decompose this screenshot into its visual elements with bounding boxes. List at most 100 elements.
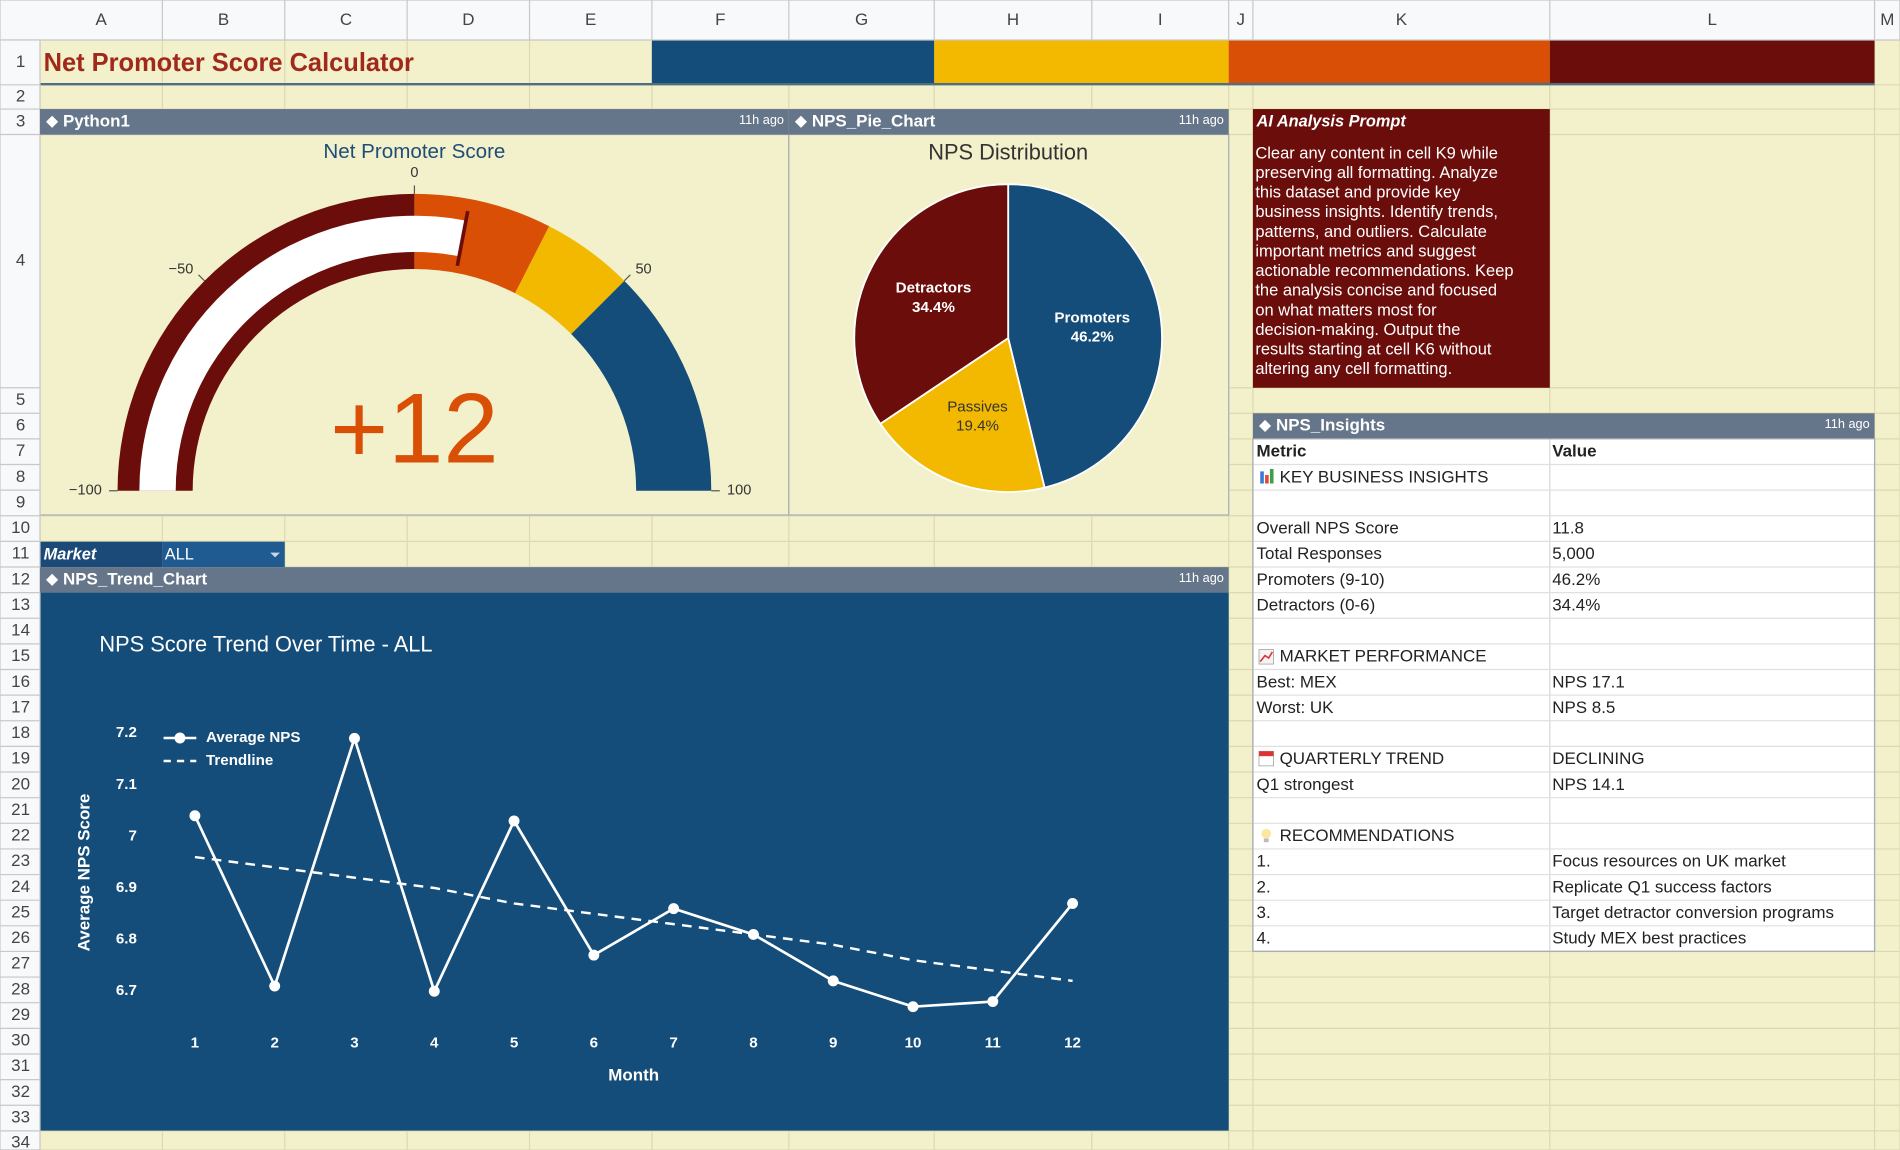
widget-header [39,109,789,135]
widget-updated: 11h ago [1179,570,1224,585]
column-header-bar [0,0,1900,41]
prompt-line: results starting at cell K6 without [1255,341,1492,359]
widget-header [39,567,1229,593]
table-cell: Worst: UK [1257,698,1335,717]
table-cell: Focus resources on UK market [1552,852,1786,871]
filter-label-cell [39,541,163,568]
row-header: 27 [11,954,30,973]
series-marker [747,928,759,940]
series-marker [907,1001,919,1013]
prompt-line: on what matters most for [1255,301,1437,319]
row-header: 15 [11,646,30,665]
table-outline [1252,438,1876,953]
table-cell: Detractors (0-6) [1257,595,1376,614]
widget-name: NPS_Pie_Chart [812,111,936,130]
pie-label: Detractors [896,280,972,297]
row-header: 21 [11,800,30,819]
table-cell: DECLINING [1552,749,1644,768]
gauge-title: Net Promoter Score [323,140,505,163]
pie-label: Passives [947,398,1008,415]
table-cell: Promoters (9-10) [1257,570,1385,589]
table-cell: Best: MEX [1257,672,1337,691]
table-header-row [1252,438,1875,465]
table-cell: KEY BUSINESS INSIGHTS [1280,467,1489,486]
pie-slice [853,183,1010,426]
row-header: 3 [16,111,25,130]
row-header: 7 [16,441,25,460]
widget-updated: 11h ago [1825,416,1870,431]
gauge-band [515,226,625,334]
table-cell: NPS 17.1 [1552,672,1625,691]
series-marker [1067,898,1079,909]
row-header: 11 [12,544,30,563]
widget-name: NPS_Insights [1276,415,1385,434]
table-cell: Replicate Q1 success factors [1552,877,1772,896]
table-cell: QUARTERLY TREND [1280,749,1445,768]
filter-value-cell[interactable] [162,541,285,568]
prompt-line: patterns, and outliers. Calculate [1255,223,1487,241]
gauge-band [571,280,712,491]
pie-value-label: 34.4% [912,299,955,316]
legend-label: Trendline [206,752,273,769]
x-tick-label: 11 [985,1034,1001,1051]
pie-label: Promoters [1054,309,1130,326]
gauge-needle [455,210,470,267]
title-color-block [651,39,935,85]
filter-value[interactable]: ALL [165,545,194,563]
trend-panel [39,592,1229,1131]
gauge-value-arc [139,215,466,491]
filter-label: Market [44,545,97,563]
y-tick-label: 6.9 [116,879,137,896]
gauge-tick-label: 0 [410,165,418,181]
row-header: 33 [11,1108,30,1127]
gauge-tick-label: −100 [69,483,102,499]
table-cell: 34.4% [1552,595,1600,614]
title-color-block [1228,39,1550,85]
title-color-block [1549,39,1875,85]
table-cell: 3. [1257,903,1271,922]
y-axis-label: Average NPS Score [74,794,93,952]
x-tick-label: 2 [270,1034,278,1051]
prompt-line: business insights. Identify trends, [1255,203,1498,221]
icon [1269,468,1274,484]
table-header-cell: Value [1552,442,1596,461]
row-header: 19 [11,749,30,768]
prompt-line: the analysis concise and focused [1255,282,1497,300]
icon [1265,475,1269,484]
prompt-box [1252,109,1550,388]
prompt-line: altering any cell formatting. [1255,360,1452,378]
gauge-tick-label: 100 [727,483,751,499]
series-marker [269,980,281,992]
table-cell: Q1 strongest [1257,775,1354,794]
gauge-tick [198,274,205,282]
prompt-line: important metrics and suggest [1255,242,1476,260]
series-marker [349,732,360,744]
pie-slice [1007,183,1163,489]
row-header: 17 [11,697,30,716]
icon [1258,751,1274,757]
series-marker [827,975,839,987]
icon [1259,651,1273,663]
series-marker [987,996,999,1007]
row-header: 16 [11,672,30,691]
widget-updated: 11h ago [1179,112,1224,127]
icon [1261,828,1272,839]
legend-marker [174,732,186,744]
widget-icon [46,115,59,128]
row-header: 20 [11,774,30,793]
pie-value-label: 46.2% [1071,329,1114,346]
x-tick-label: 10 [905,1034,922,1051]
series-line [193,733,1074,1009]
sheet-title: Net Promoter Score Calculator [44,49,414,77]
table-cell: 5,000 [1552,544,1594,563]
column-header: C [340,10,352,29]
row-header: 9 [16,492,25,511]
table-cell: Target detractor conversion programs [1552,903,1834,922]
x-tick-label: 3 [350,1034,358,1051]
prompt-line: this dataset and provide key [1255,184,1461,202]
pie-slice [879,336,1046,493]
dropdown-arrow[interactable] [270,552,280,558]
table-cell: 2. [1257,877,1271,896]
column-header: B [218,10,229,29]
